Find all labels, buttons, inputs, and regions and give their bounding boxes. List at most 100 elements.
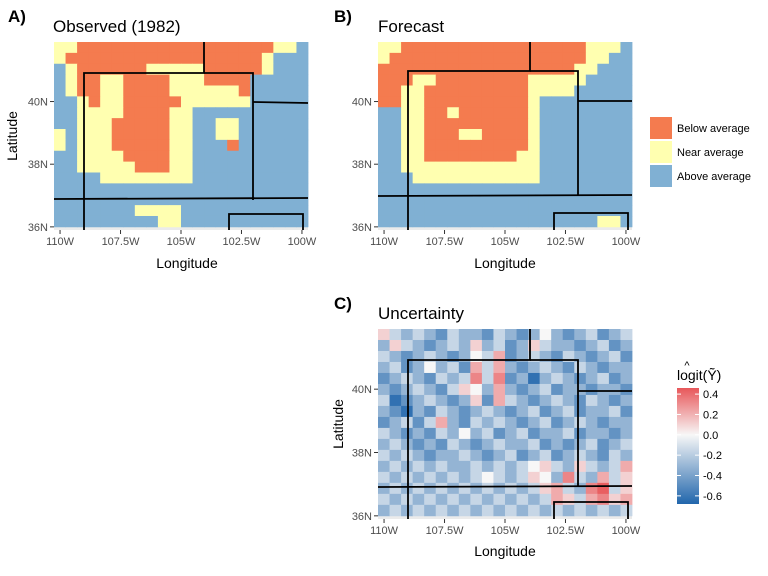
grid-cell: [574, 96, 587, 108]
grid-cell: [65, 85, 78, 97]
grid-cell: [169, 161, 182, 173]
grid-cell: [597, 161, 610, 173]
grid-cell: [528, 205, 541, 217]
grid-cell: [585, 172, 598, 184]
grid-cell: [412, 416, 425, 429]
grid-cell: [77, 85, 90, 97]
grid-cell: [551, 416, 564, 429]
grid-cell: [215, 183, 228, 195]
panel-a-title: Observed (1982): [53, 17, 181, 36]
grid-cell: [493, 194, 506, 206]
grid-cell: [192, 205, 205, 217]
grid-cell: [273, 161, 286, 173]
grid-cell: [585, 42, 598, 54]
grid-cell: [134, 194, 147, 206]
grid-cell: [620, 427, 633, 440]
grid-cell: [481, 416, 494, 429]
grid-cell: [505, 405, 517, 418]
grid-cell: [447, 52, 460, 65]
grid-cell: [412, 215, 425, 228]
grid-cell: [401, 52, 414, 65]
grid-cell: [505, 361, 517, 374]
grid-cell: [528, 383, 541, 396]
panel-c-title: Uncertainty: [378, 304, 464, 323]
grid-cell: [250, 150, 263, 163]
grid-cell: [134, 161, 147, 173]
grid-cell: [447, 416, 460, 429]
grid-cell: [585, 449, 598, 462]
grid-cell: [574, 42, 587, 54]
grid-cell: [551, 394, 564, 407]
x-tick-label: 100W: [288, 236, 317, 248]
grid-cell: [227, 183, 240, 195]
grid-cell: [412, 361, 425, 374]
grid-cell: [620, 74, 633, 86]
grid-cell: [378, 161, 390, 173]
grid-cell: [447, 107, 460, 119]
grid-cell: [192, 183, 205, 195]
grid-cell: [505, 52, 517, 65]
grid-cell: [424, 74, 437, 86]
grid-cell: [250, 107, 263, 119]
grid-cell: [412, 504, 425, 517]
panel-a-y-axis: 36N 38N 40N: [28, 97, 54, 234]
grid-cell: [539, 416, 552, 429]
grid-cell: [539, 394, 552, 407]
grid-cell: [250, 74, 263, 86]
grid-cell: [157, 63, 170, 76]
grid-cell: [169, 129, 182, 141]
grid-cell: [100, 139, 113, 152]
x-tick-label: 110W: [370, 525, 399, 537]
grid-cell: [458, 85, 471, 97]
grid-cell: [470, 449, 483, 462]
grid-cell: [181, 63, 193, 76]
grid-cell: [435, 471, 448, 484]
grid-cell: [481, 361, 494, 374]
grid-cell: [238, 183, 251, 195]
grid-cell: [412, 394, 425, 407]
grid-cell: [608, 129, 621, 141]
grid-cell: [551, 361, 564, 374]
grid-cell: [574, 383, 587, 396]
grid-cell: [608, 205, 621, 217]
grid-cell: [493, 205, 506, 217]
grid-cell: [424, 183, 437, 195]
grid-cell: [238, 161, 251, 173]
legend-label-above: Above average: [677, 171, 751, 183]
grid-cell: [435, 205, 448, 217]
grid-cell: [296, 118, 309, 130]
grid-cell: [273, 172, 286, 184]
grid-cell: [401, 416, 414, 429]
grid-cell: [597, 504, 610, 517]
grid-cell: [620, 493, 633, 506]
grid-cell: [401, 460, 414, 473]
y-tick-label: 40N: [352, 97, 372, 109]
grid-cell: [100, 85, 113, 97]
grid-cell: [585, 129, 598, 141]
grid-cell: [378, 350, 390, 363]
grid-cell: [447, 194, 460, 206]
colorbar-title: logit(Ỹ): [677, 367, 721, 383]
grid-cell: [261, 63, 274, 76]
panel-b: B) Forecast 36N 38N 40N 110W 107.5W 105W 102.…: [334, 7, 641, 271]
grid-cell: [505, 416, 517, 429]
grid-cell: [608, 139, 621, 152]
grid-cell: [250, 85, 263, 97]
grid-cell: [65, 139, 78, 152]
grid-cell: [261, 183, 274, 195]
grid-cell: [435, 416, 448, 429]
grid-cell: [562, 394, 575, 407]
grid-cell: [412, 427, 425, 440]
grid-cell: [447, 150, 460, 163]
grid-cell: [562, 42, 575, 54]
grid-cell: [470, 405, 483, 418]
grid-cell: [516, 183, 529, 195]
grid-cell: [562, 85, 575, 97]
grid-cell: [458, 139, 471, 152]
grid-cell: [54, 215, 66, 228]
grid-cell: [597, 438, 610, 451]
grid-cell: [424, 172, 437, 184]
grid-cell: [516, 118, 529, 130]
grid-cell: [54, 96, 66, 108]
